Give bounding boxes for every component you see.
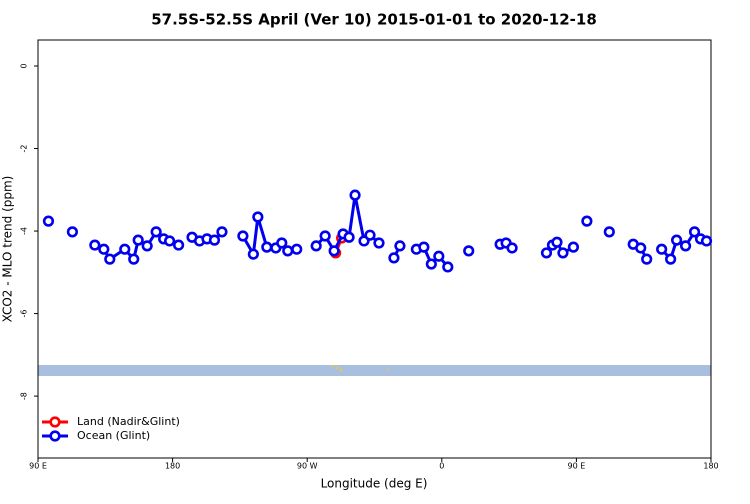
ocean-strip bbox=[38, 365, 711, 376]
land-speck bbox=[387, 369, 389, 371]
y-axis-label: XCO2 - MLO trend (ppm) bbox=[1, 176, 15, 323]
x-axis-label: Longitude (deg E) bbox=[321, 477, 428, 491]
point bbox=[132, 234, 144, 246]
point bbox=[252, 211, 264, 223]
point bbox=[104, 253, 116, 265]
x-tick-label: 180 bbox=[703, 462, 718, 471]
point bbox=[442, 261, 454, 273]
y-tick-label: -2 bbox=[20, 145, 29, 153]
point bbox=[665, 253, 677, 265]
point bbox=[688, 226, 701, 238]
chart-title: 57.5S-52.5S April (Ver 10) 2015-01-01 to… bbox=[151, 11, 597, 29]
point bbox=[328, 245, 340, 257]
y-tick-label: 0 bbox=[20, 63, 29, 68]
point bbox=[656, 243, 668, 255]
point bbox=[540, 247, 553, 259]
point bbox=[394, 240, 406, 252]
series bbox=[42, 189, 713, 273]
point bbox=[98, 243, 110, 255]
map-strip bbox=[38, 364, 711, 376]
x-tick-label: 90 W bbox=[297, 462, 318, 471]
point bbox=[433, 250, 445, 262]
x-tick-label: 0 bbox=[439, 462, 444, 471]
y-tick-label: -6 bbox=[20, 310, 29, 318]
point bbox=[349, 189, 361, 201]
x-tick-label: 90 E bbox=[29, 462, 47, 471]
land-speck bbox=[339, 368, 343, 372]
y-tick-label: -4 bbox=[20, 227, 29, 235]
point bbox=[463, 245, 475, 257]
point bbox=[150, 226, 162, 238]
point bbox=[557, 247, 569, 259]
point bbox=[237, 230, 249, 242]
point bbox=[66, 226, 78, 238]
point bbox=[679, 240, 692, 252]
point bbox=[551, 236, 563, 248]
point bbox=[42, 215, 55, 227]
legend-label: Ocean (Glint) bbox=[77, 429, 150, 442]
point bbox=[373, 237, 385, 249]
point bbox=[128, 253, 140, 265]
point bbox=[208, 234, 221, 246]
point bbox=[581, 215, 593, 227]
point bbox=[425, 258, 437, 270]
point bbox=[343, 231, 355, 243]
plot-frame bbox=[37, 39, 712, 459]
point bbox=[635, 242, 647, 254]
point bbox=[310, 240, 322, 252]
point bbox=[89, 239, 101, 251]
point bbox=[164, 235, 176, 247]
point bbox=[364, 229, 376, 241]
point bbox=[319, 230, 331, 242]
point bbox=[603, 226, 615, 238]
point bbox=[141, 240, 153, 252]
point bbox=[567, 241, 580, 253]
point bbox=[291, 243, 303, 255]
legend-marker bbox=[49, 416, 61, 428]
x-tick-label: 90 E bbox=[568, 462, 586, 471]
point bbox=[276, 237, 288, 249]
point bbox=[506, 242, 518, 254]
point bbox=[261, 241, 273, 253]
point bbox=[641, 253, 653, 265]
point bbox=[671, 234, 683, 246]
y-tick-label: -8 bbox=[20, 392, 29, 400]
point bbox=[172, 239, 185, 251]
point bbox=[388, 252, 400, 264]
point bbox=[700, 235, 713, 247]
point bbox=[282, 245, 294, 257]
land-speck bbox=[335, 366, 339, 370]
point bbox=[247, 248, 259, 260]
x-tick-label: 180 bbox=[165, 462, 180, 471]
point bbox=[418, 241, 430, 253]
legend-marker bbox=[49, 430, 61, 442]
land-speck bbox=[331, 364, 335, 368]
legend-label: Land (Nadir&Glint) bbox=[77, 415, 180, 428]
point bbox=[216, 226, 228, 238]
point bbox=[119, 243, 131, 255]
